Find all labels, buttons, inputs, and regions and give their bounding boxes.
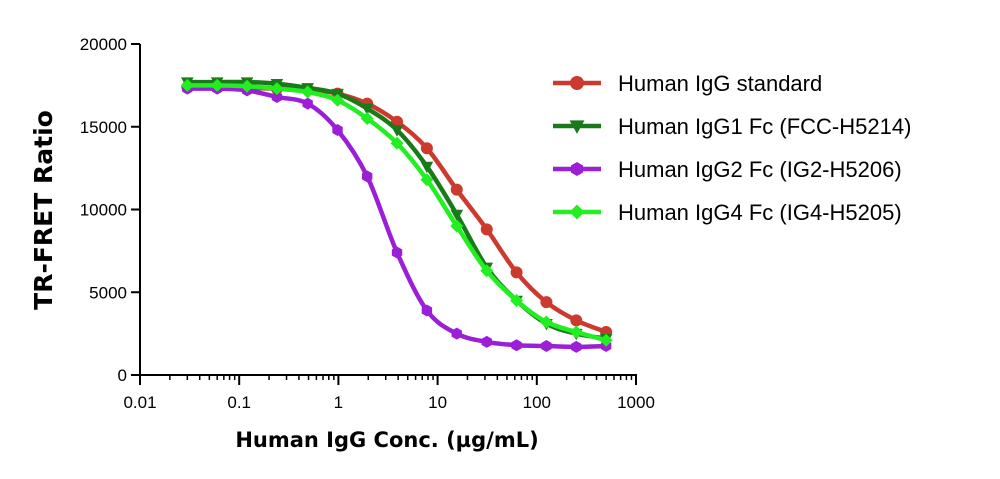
- y-tick-label: 20000: [80, 35, 127, 54]
- data-point: [420, 173, 434, 187]
- data-point: [391, 246, 403, 259]
- data-point: [451, 327, 462, 340]
- data-point: [271, 90, 283, 103]
- data-point: [361, 170, 373, 183]
- legend: Human IgG standard Human IgG1 Fc (FCC-H52…: [553, 71, 911, 225]
- legend-swatch-marker: [570, 76, 584, 90]
- legend-item: Human IgG2 Fc (IG2-H5206): [553, 157, 902, 182]
- data-point: [390, 136, 404, 150]
- x-tick-label: 10: [428, 393, 447, 412]
- legend-swatch-marker: [569, 120, 585, 134]
- legend-label: Human IgG4 Fc (IG4-H5205): [618, 200, 902, 225]
- data-point: [481, 335, 492, 348]
- legend-item: Human IgG4 Fc (IG4-H5205): [553, 200, 902, 225]
- data-point: [510, 294, 524, 308]
- y-tick-label: 10000: [80, 201, 127, 220]
- x-tick-label: 100: [523, 393, 551, 412]
- series-4: [180, 78, 613, 347]
- data-point: [301, 85, 315, 99]
- data-point: [390, 125, 404, 137]
- data-point: [240, 79, 254, 93]
- data-point: [210, 78, 224, 92]
- x-tick-label: 1000: [617, 393, 655, 412]
- data-point: [360, 111, 374, 125]
- x-axis-title: Human IgG Conc. (µg/mL): [235, 428, 538, 452]
- data-point: [421, 304, 433, 317]
- data-point: [510, 266, 523, 279]
- y-tick-label: 5000: [89, 283, 127, 302]
- data-point: [450, 183, 463, 196]
- legend-label: Human IgG2 Fc (IG2-H5206): [618, 157, 902, 182]
- y-axis-title: TR-FRET Ratio: [29, 110, 58, 310]
- x-tick-label: 1: [334, 393, 343, 412]
- data-point: [450, 219, 464, 233]
- legend-item: Human IgG standard: [553, 71, 822, 96]
- legend-item: Human IgG1 Fc (FCC-H5214): [553, 114, 911, 139]
- data-point: [302, 97, 313, 110]
- data-point: [360, 103, 374, 116]
- series-layer: [180, 77, 613, 353]
- data-point: [420, 142, 433, 155]
- data-point: [270, 82, 284, 96]
- data-point: [569, 325, 583, 339]
- legend-label: Human IgG standard: [618, 71, 822, 96]
- series-1: [181, 81, 613, 338]
- data-point: [570, 314, 583, 327]
- data-point: [540, 296, 553, 309]
- data-point: [332, 124, 343, 137]
- legend-label: Human IgG1 Fc (FCC-H5214): [618, 114, 911, 139]
- data-point: [511, 339, 522, 352]
- data-point: [331, 93, 345, 107]
- data-point: [420, 161, 434, 174]
- data-point: [599, 333, 613, 347]
- legend-swatch-marker: [570, 162, 584, 176]
- data-point: [450, 209, 464, 222]
- data-point: [539, 315, 553, 329]
- y-tick-label: 0: [118, 366, 127, 385]
- data-point: [571, 340, 582, 353]
- y-tick-label: 15000: [80, 118, 127, 137]
- legend-swatch-marker: [569, 204, 585, 220]
- data-point: [480, 264, 494, 278]
- axes: 0 5000 10000 15000 20000 0.01 0.1 1 10 100 1000: [80, 35, 655, 412]
- data-point: [480, 223, 493, 236]
- data-point: [541, 340, 552, 353]
- x-tick-label: 0.01: [123, 393, 156, 412]
- data-point: [180, 78, 194, 92]
- x-tick-label: 0.1: [227, 393, 251, 412]
